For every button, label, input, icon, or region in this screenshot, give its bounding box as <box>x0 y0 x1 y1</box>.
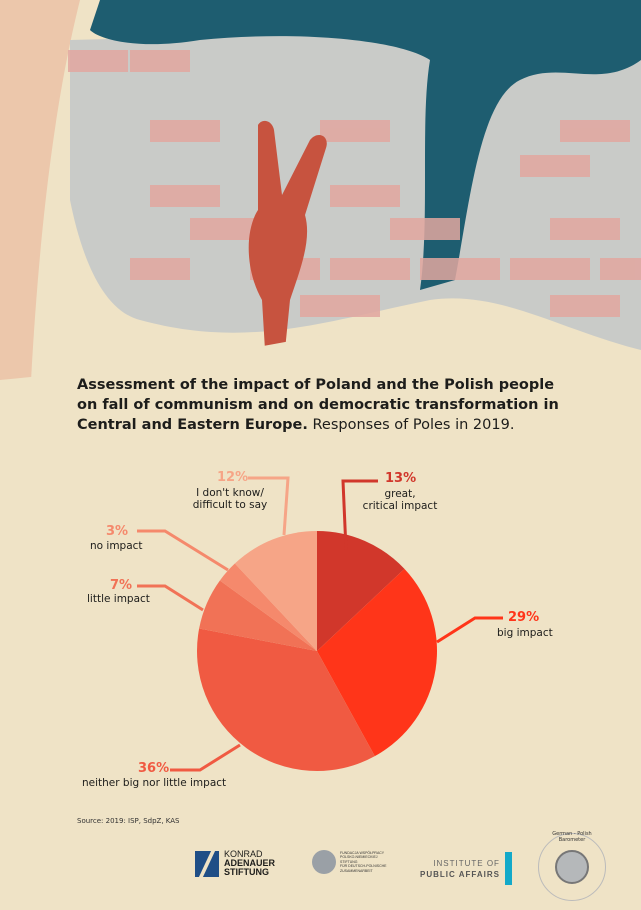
barometer-icon <box>555 850 589 884</box>
header-illustration <box>0 0 641 380</box>
logo-fwpn: FUNDACJA WSPÓŁPRACY POLSKO-NIEMIECKIEJ STI… <box>312 850 386 874</box>
label-pct-big: 29% <box>508 610 540 625</box>
label-dontknow: I don't know/difficult to say <box>192 487 268 511</box>
logo-kas: KONRAD ADENAUER STIFTUNG <box>195 850 275 877</box>
label-big: big impact <box>497 627 553 639</box>
kas-logo-icon <box>195 850 219 877</box>
label-great: great, critical impact <box>362 488 438 512</box>
pie-slice-4 <box>219 563 317 651</box>
pie-slice-3 <box>199 580 317 651</box>
pie-slice-2 <box>196 628 375 772</box>
label-pct-little: 7% <box>110 578 133 593</box>
leader-line-great <box>341 479 378 551</box>
leader-line-big <box>436 616 503 644</box>
leader-line-dontknow <box>248 476 290 536</box>
pie-slice-0 <box>317 531 405 651</box>
leader-line-little <box>137 584 204 612</box>
logo-isp: INSTITUTE OF PUBLIC AFFAIRS <box>420 852 512 885</box>
label-pct-neither: 36% <box>138 761 170 776</box>
pie-slice-1 <box>317 568 438 757</box>
leader-line-neither <box>170 743 241 772</box>
label-neither: neither big nor little impact <box>82 777 227 789</box>
logo-barometer: German - Polish Barometer <box>538 831 606 901</box>
chart-title: Assessment of the impact of Poland and t… <box>77 377 559 433</box>
source-note: Source: 2019: ISP, SdpZ, KAS <box>77 817 180 825</box>
leader-line-none <box>137 529 229 572</box>
label-pct-great: 13% <box>385 471 417 486</box>
victory-hand-icon <box>248 120 327 350</box>
label-little: little impact <box>87 593 150 605</box>
pie-slice-5 <box>234 531 317 651</box>
label-pct-none: 3% <box>106 524 129 539</box>
fwpn-logo-icon <box>312 850 336 874</box>
label-none: no impact <box>90 540 143 552</box>
label-pct-dontknow: 12% <box>217 470 249 485</box>
